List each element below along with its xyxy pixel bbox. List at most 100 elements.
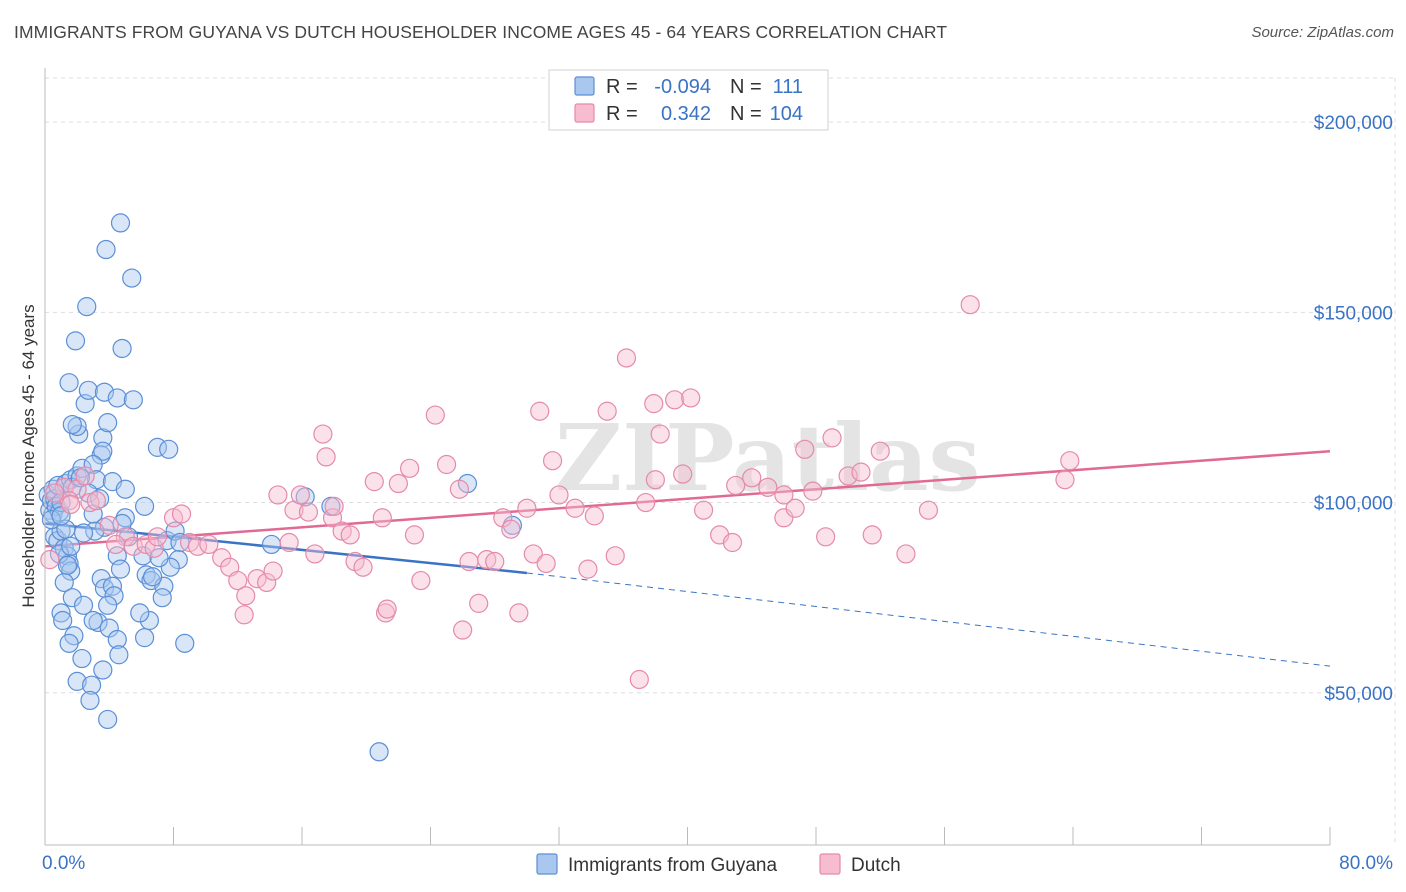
point-dutch [436,454,457,475]
point-guyana [81,675,102,695]
point-guyana [112,338,132,359]
x-tick-label: 0.0% [42,853,85,874]
legend-r-value: 0.342 [661,103,711,125]
bottom-legend-label-dutch: Dutch [851,855,901,876]
bottom-legend: Immigrants from Guyana Dutch [536,853,901,876]
point-guyana [134,496,155,516]
point-guyana [152,588,172,608]
point-dutch [605,546,625,566]
point-guyana [122,268,142,288]
point-dutch [316,447,336,467]
point-dutch [290,485,310,505]
point-dutch [501,519,521,539]
legend-n-value: 111 [773,76,803,98]
point-dutch [822,428,842,448]
y-tick-labels: $50,000 $100,000 $150,000 $200,000 [1314,113,1393,705]
trend-line-dutch [44,449,1331,548]
point-guyana [104,586,124,606]
point-dutch [693,500,714,520]
point-guyana [61,536,81,556]
point-guyana [98,413,118,433]
legend-swatch-guyana [574,76,595,96]
point-dutch [542,451,563,471]
legend-n-value: 104 [770,103,803,125]
point-dutch [45,483,65,503]
legend-n-label: N = [730,103,762,125]
point-dutch [838,466,858,486]
point-dutch [673,464,693,484]
point-dutch [485,551,505,572]
point-guyana [65,331,86,351]
point-dutch [1055,470,1075,490]
point-dutch [234,605,254,625]
point-dutch [453,620,473,640]
point-dutch [523,544,543,564]
point-guyana [109,645,129,665]
point-dutch [268,485,288,505]
y-tick-label: $50,000 [1324,684,1393,705]
point-dutch [816,527,836,547]
point-dutch [313,424,333,444]
point-dutch [228,570,248,591]
point-guyana [93,441,113,461]
bottom-legend-label-guyana: Immigrants from Guyana [568,855,777,876]
point-dutch [896,544,916,564]
legend-box [548,69,829,131]
bottom-legend-swatch-dutch [819,853,841,875]
point-guyana [59,633,79,653]
point-guyana [98,595,118,615]
point-guyana [369,742,389,762]
point-dutch [404,525,425,545]
trend-line-guyana-extension [526,572,1331,667]
point-guyana [41,510,62,530]
point-dutch [803,481,823,501]
point-dutch [364,472,384,492]
point-dutch [353,557,373,577]
point-dutch [279,532,299,553]
point-guyana [143,567,163,587]
point-dutch [918,500,939,520]
y-axis-label: Householder Income Ages 45 - 64 years [19,304,38,607]
x-tick-labels: 0.0% 80.0% [42,853,1393,874]
point-guyana [130,603,150,623]
point-dutch [549,485,569,505]
point-dutch [400,458,420,478]
point-guyana [102,576,123,596]
point-dutch [870,441,890,461]
chart-title: IMMIGRANTS FROM GUYANA VS DUTCH HOUSEHOL… [14,22,948,42]
point-dutch [469,593,489,613]
y-tick-label: $200,000 [1314,113,1393,134]
point-dutch [851,462,871,482]
point-dutch [459,551,479,572]
y-tick-label: $150,000 [1314,303,1393,324]
point-dutch [493,508,513,528]
point-guyana [90,489,110,509]
point-dutch [681,388,701,408]
point-guyana [134,628,155,648]
legend-r-label: R = [606,76,638,98]
point-guyana [77,297,97,317]
y-tick-label: $100,000 [1314,494,1393,515]
point-dutch [411,570,431,591]
point-dutch [75,466,95,486]
point-dutch [960,295,980,315]
point-dutch [171,504,192,524]
point-guyana [107,388,127,408]
point-guyana [83,610,103,631]
point-dutch [449,479,470,499]
point-dutch [425,405,445,425]
point-guyana [80,690,100,711]
point-dutch [584,506,604,526]
point-guyana [72,648,92,669]
point-dutch [616,348,637,368]
point-dutch [247,569,267,589]
point-dutch [774,508,794,528]
point-guyana [99,618,119,638]
point-guyana [115,508,135,528]
point-dutch [298,502,319,522]
point-dutch [785,498,805,518]
point-guyana [175,633,195,653]
point-dutch [236,586,256,606]
point-guyana [159,439,179,459]
